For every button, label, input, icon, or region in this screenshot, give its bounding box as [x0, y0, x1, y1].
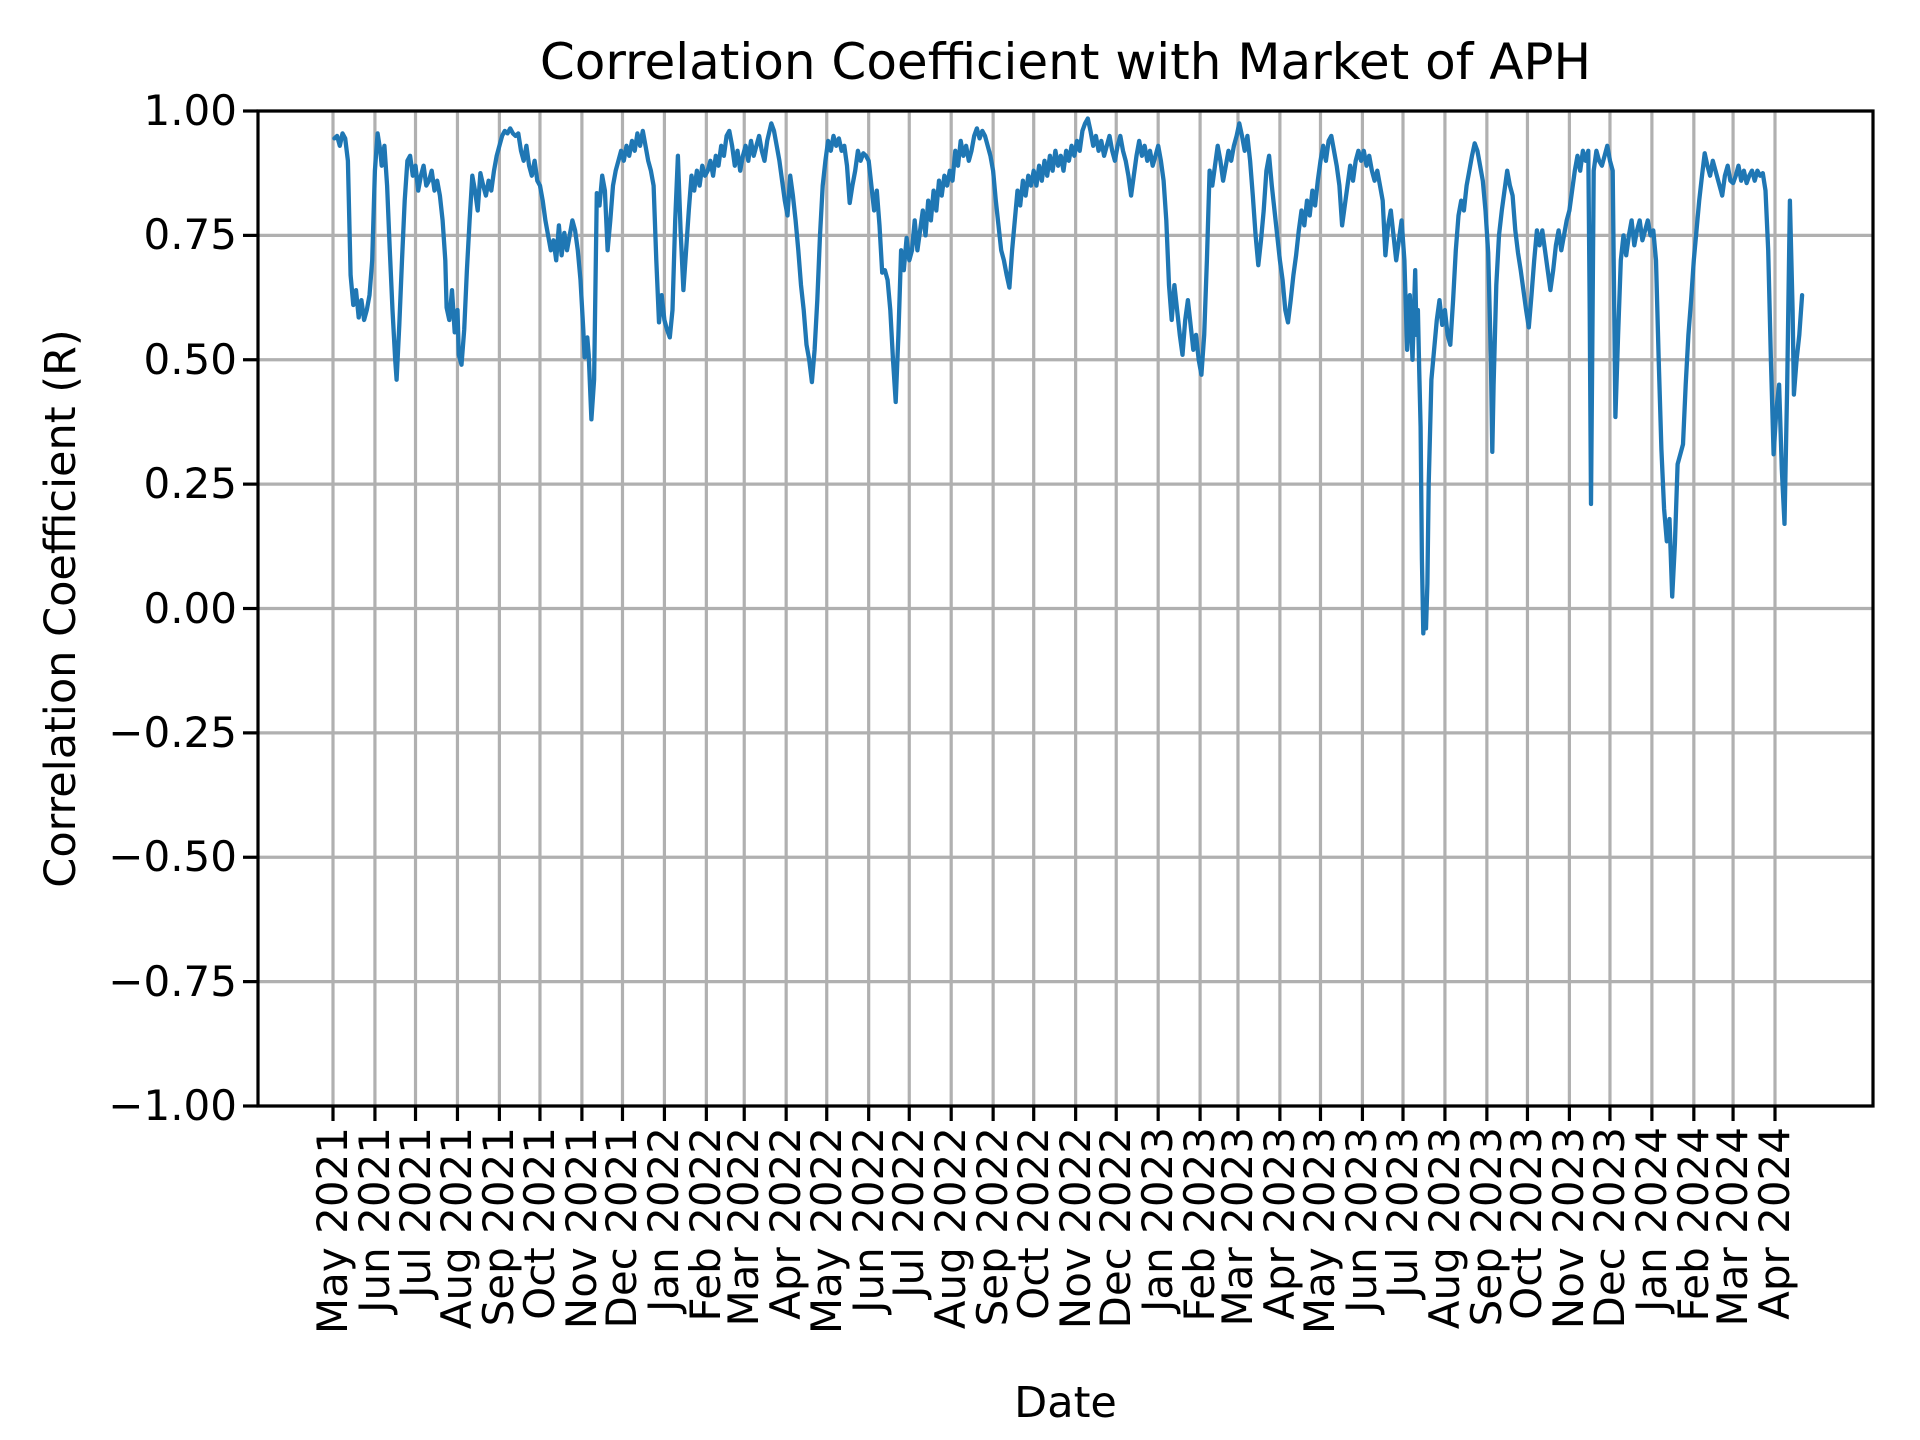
tick-marks: [243, 109, 1777, 1121]
y-tick-label: 0.50: [143, 334, 237, 384]
grid-lines: [258, 109, 1873, 1108]
y-tick-label: 0.75: [143, 210, 237, 260]
y-tick-label: 0.00: [143, 583, 237, 633]
chart-title: Correlation Coefficient with Market of A…: [539, 33, 1592, 91]
x-axis-label: Date: [1014, 1378, 1117, 1428]
y-tick-label: 0.25: [143, 459, 237, 509]
y-tick-label: 1.00: [143, 86, 237, 135]
y-tick-label: −0.50: [108, 832, 237, 882]
y-tick-label: −1.00: [108, 1081, 237, 1130]
data-line: [332, 116, 1805, 636]
y-tick-label: −0.25: [108, 707, 237, 757]
y-tick-label: −0.75: [108, 956, 237, 1006]
